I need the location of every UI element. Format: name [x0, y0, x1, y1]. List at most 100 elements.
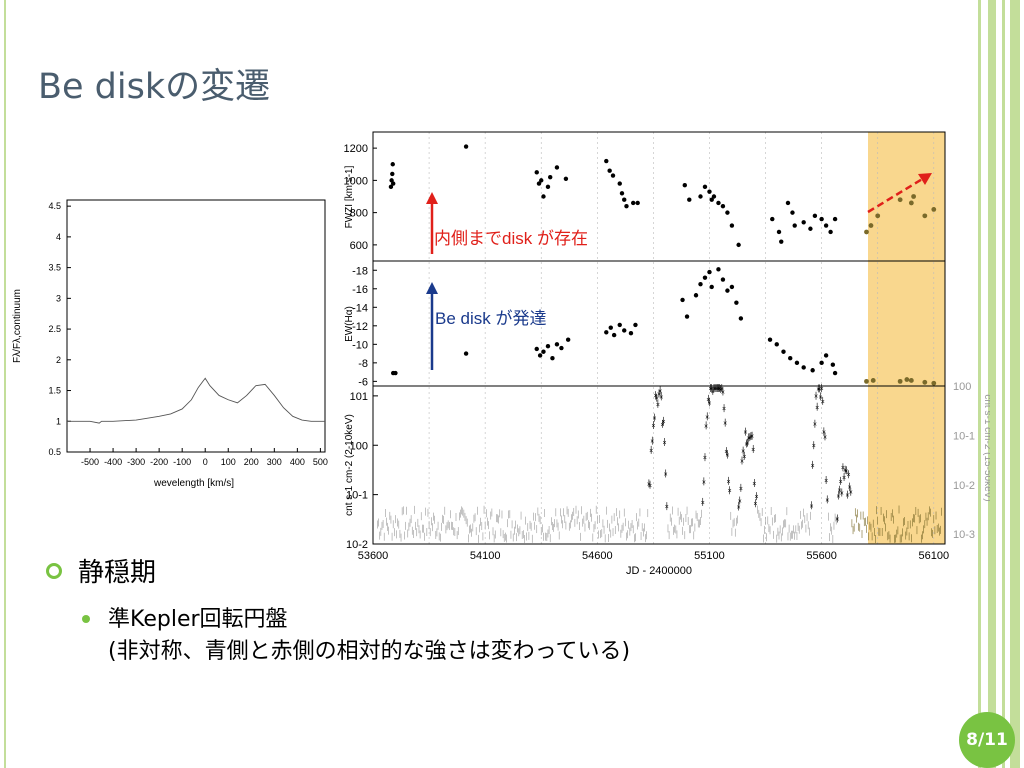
- xray-point: ×: [726, 479, 730, 486]
- fwzi-point: [707, 189, 712, 194]
- fwzi-point-recent: [868, 223, 874, 228]
- xray-point: ×: [664, 471, 668, 478]
- fwzi-point-recent: [922, 213, 928, 219]
- xray-point: ×: [725, 453, 729, 460]
- ew-point: [702, 275, 708, 280]
- fwzi-point-recent: [897, 197, 903, 203]
- xray-y2-ticks: 10-3 10-2 10-1 100: [953, 381, 975, 541]
- ew-points: [390, 267, 937, 386]
- bullet-level2-line2: (非対称、青側と赤側の相対的な強さは変わっている): [108, 639, 631, 664]
- fwzi-point: [619, 191, 625, 196]
- xray-point: ×: [741, 449, 745, 456]
- xray-point: ×: [841, 465, 845, 472]
- fwzi-point: [716, 200, 721, 206]
- fwzi-point-recent: [911, 194, 916, 199]
- xray-y2-label: cnt s-1 cm-2 (15-50keV): [982, 394, 990, 501]
- xray-point: ×: [657, 392, 661, 399]
- ew-point: [393, 370, 398, 376]
- xray-point: ×: [844, 468, 848, 475]
- fwzi-point: [823, 223, 829, 228]
- xray-point: ×: [712, 386, 716, 393]
- slide-border-line-1: [978, 0, 981, 768]
- ew-point: [611, 332, 617, 338]
- xray-point: ×: [835, 516, 839, 523]
- xray-point: ×: [651, 423, 655, 430]
- spectrum-line: [67, 377, 325, 424]
- xray-point: ×: [739, 486, 743, 493]
- spectrum-plot-frame: [66, 199, 326, 453]
- fwzi-point: [776, 229, 782, 235]
- xray-point: ×: [665, 504, 669, 511]
- red-up-arrowhead: [426, 192, 438, 204]
- ew-y-tick-label: -18: [352, 265, 368, 277]
- ew-point: [794, 360, 800, 366]
- xray-point: ×: [647, 481, 651, 488]
- ew-point-recent: [904, 377, 910, 382]
- ew-point: [830, 362, 836, 367]
- ew-point: [810, 368, 815, 373]
- spectrum-y-tick-label: 3: [56, 293, 61, 303]
- xray-point: ×: [816, 386, 820, 393]
- shared-x-ticks: 53600 54100 54600 55100 55600 56100: [358, 550, 949, 562]
- xray-point: ×: [659, 394, 663, 401]
- xray-point: ×: [649, 448, 653, 455]
- spectrum-y-tick-label: 3.5: [48, 263, 61, 273]
- xray-point: ×: [724, 449, 728, 456]
- x-tick-label: 55600: [806, 550, 837, 562]
- fwzi-y-ticks: 600 800 1000 1200: [344, 143, 377, 252]
- xray-y2-tick-label: 10-1: [953, 430, 975, 442]
- fwzi-point-recent: [864, 229, 869, 235]
- ew-point-recent: [897, 378, 903, 384]
- ew-point: [565, 337, 571, 342]
- xray-point: ×: [840, 490, 844, 497]
- ew-point: [720, 277, 726, 282]
- ew-point: [832, 370, 838, 376]
- ring-bullet-icon: [46, 562, 62, 579]
- xray-point: ×: [655, 396, 659, 403]
- x-tick-label: 53600: [358, 550, 389, 562]
- fwzi-point: [390, 162, 395, 167]
- ew-point: [537, 353, 543, 358]
- slide-border-line-4: [1010, 0, 1020, 768]
- ew-point: [550, 356, 555, 361]
- fwzi-point: [622, 197, 627, 202]
- ew-point: [823, 353, 829, 358]
- dot-bullet-icon: [82, 615, 90, 623]
- xray-point: ×: [818, 394, 822, 401]
- ew-point: [554, 342, 560, 347]
- spectrum-y-tick-label: 1.5: [48, 386, 61, 396]
- xray-point: ×: [652, 416, 656, 423]
- fwzi-point: [617, 181, 622, 186]
- spectrum-y-label: Fλ/Fλ,continuum: [12, 289, 23, 363]
- xray-point: ×: [663, 440, 667, 447]
- fwzi-point: [709, 197, 714, 202]
- spectrum-x-tick-label: -400: [104, 457, 122, 467]
- ew-point: [774, 342, 779, 347]
- ew-point-recent: [864, 378, 869, 384]
- x-tick-label: 54600: [582, 550, 613, 562]
- xray-point: ×: [842, 475, 846, 482]
- spectrum-y-tick-label: 4.5: [48, 201, 61, 211]
- xray-point: ×: [748, 435, 752, 442]
- fwzi-y-tick-label: 1200: [344, 143, 368, 155]
- ew-point: [604, 330, 609, 335]
- bullet-level2-line1: 準Kepler回転円盤: [108, 607, 288, 632]
- red-annotation: 内側までdisk が存在: [434, 229, 588, 248]
- ew-point: [716, 267, 721, 272]
- fwzi-point: [720, 203, 726, 209]
- fwzi-point: [390, 181, 396, 186]
- ew-point: [709, 284, 714, 290]
- spectrum-y-tick-label: 1: [56, 416, 61, 426]
- xray-y-ticks: 10-2 10-1 100 101: [346, 391, 378, 551]
- xray-point: ×: [718, 386, 722, 393]
- fwzi-point: [541, 194, 546, 199]
- xray-point: ×: [812, 443, 816, 450]
- xray-point: ×: [746, 441, 750, 448]
- spectrum-x-tick-label: 400: [290, 457, 305, 467]
- xray-y-tick-label: 101: [350, 391, 368, 403]
- fwzi-point: [635, 200, 640, 206]
- spectrum-x-tick-label: 500: [313, 457, 328, 467]
- xray-point: ×: [750, 434, 754, 441]
- xray-point: ×: [656, 402, 660, 409]
- fwzi-point: [687, 197, 692, 202]
